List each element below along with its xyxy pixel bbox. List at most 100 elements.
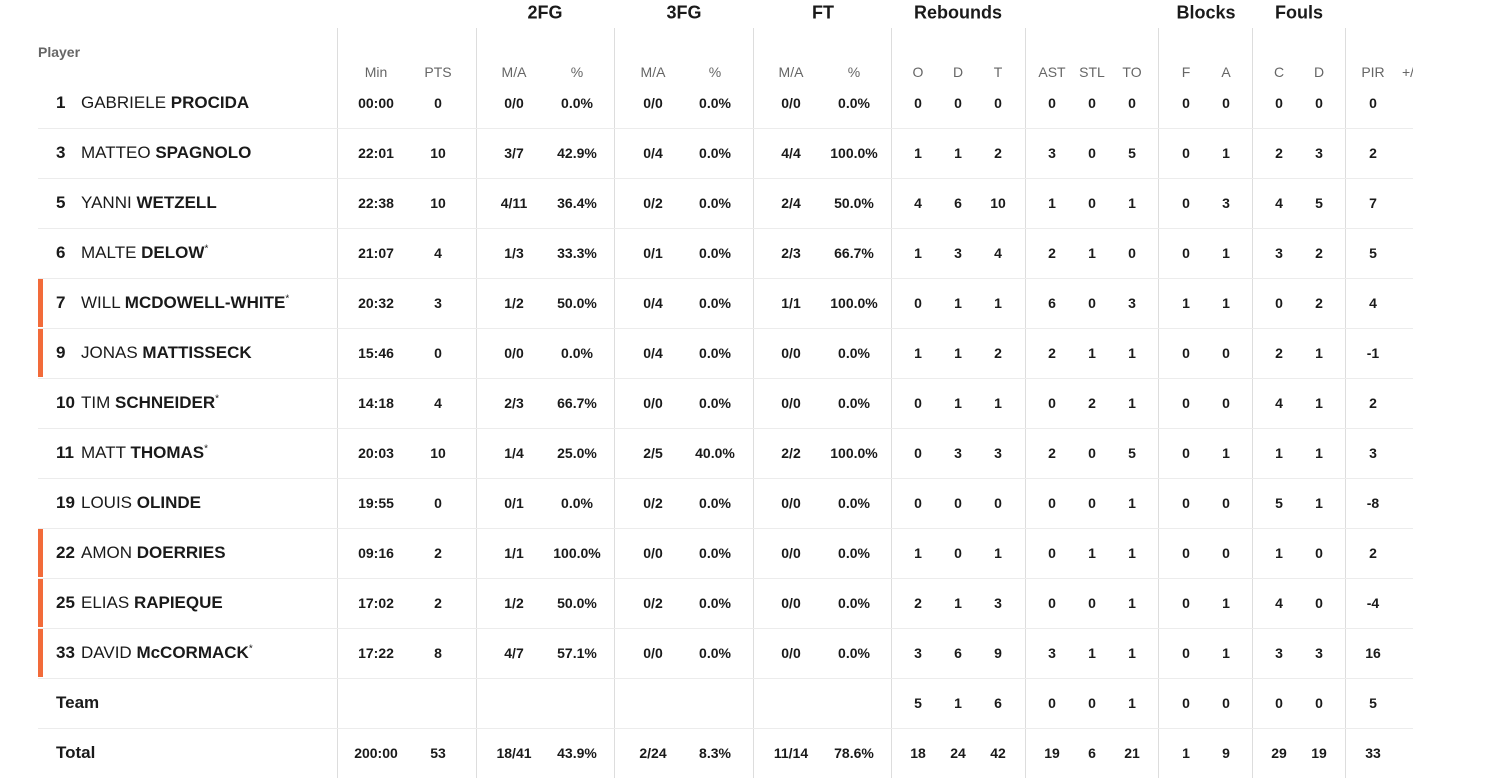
stat-cell: 0 xyxy=(1048,95,1056,111)
stat-cell: 0 xyxy=(1048,495,1056,511)
stat-cell: 0/0 xyxy=(781,345,801,361)
stat-cell: 5 xyxy=(1128,445,1136,461)
stat-cell: 0 xyxy=(1222,345,1230,361)
stat-cell: 2/4 xyxy=(781,195,801,211)
stat-cell: 200:00 xyxy=(354,745,398,761)
starter-mark: * xyxy=(248,643,253,655)
stat-cell: 0.0% xyxy=(699,395,731,411)
stat-cell: 1 xyxy=(1222,245,1230,261)
stat-cell: 15:46 xyxy=(358,345,394,361)
stat-cell: 1 xyxy=(954,295,962,311)
stat-cell: 0 xyxy=(1088,145,1096,161)
player-name: Total xyxy=(56,743,95,763)
first-name: WILL xyxy=(81,293,121,312)
stat-cell: 0 xyxy=(1048,395,1056,411)
player-name: 10 TIM SCHNEIDER* xyxy=(56,393,219,413)
stat-cell: 33.3% xyxy=(557,245,597,261)
column-header: M/A xyxy=(501,64,527,80)
stat-cell: 22:01 xyxy=(358,145,394,161)
stat-cell: 0/0 xyxy=(643,645,663,661)
first-name: MATT xyxy=(81,443,126,462)
first-name: YANNI xyxy=(81,193,132,212)
stat-cell: 43.9% xyxy=(557,745,597,761)
row-marker xyxy=(38,279,43,327)
stat-cell: 0.0% xyxy=(699,195,731,211)
row-divider xyxy=(38,678,1413,679)
stat-cell: 1 xyxy=(1128,695,1136,711)
first-name: TIM xyxy=(81,393,111,412)
starter-mark: * xyxy=(285,293,290,305)
stat-cell: 0 xyxy=(1222,395,1230,411)
row-divider xyxy=(38,628,1413,629)
stat-cell: 1 xyxy=(954,595,962,611)
stat-cell: 3 xyxy=(1315,645,1323,661)
jersey-number: 9 xyxy=(56,343,66,362)
stat-cell: 0.0% xyxy=(699,145,731,161)
stat-cell: 1 xyxy=(914,245,922,261)
stat-cell: 0/0 xyxy=(781,645,801,661)
jersey-number: 11 xyxy=(56,443,74,462)
jersey-number: 1 xyxy=(56,93,66,112)
stat-cell: 33 xyxy=(1365,745,1381,761)
stat-cell: 0 xyxy=(1182,445,1190,461)
last-name: SCHNEIDER xyxy=(115,393,216,412)
group-header: 3FG xyxy=(666,2,702,23)
stat-cell: 0 xyxy=(1315,95,1323,111)
jersey-number: 33 xyxy=(56,643,75,662)
stat-cell: 1 xyxy=(1315,395,1323,411)
stat-cell: 0 xyxy=(914,295,922,311)
stat-cell: 3 xyxy=(1275,645,1283,661)
stat-cell: 1/4 xyxy=(504,445,524,461)
stat-cell: 66.7% xyxy=(834,245,874,261)
stat-cell: 4/7 xyxy=(504,645,524,661)
stat-cell: 40.0% xyxy=(695,445,735,461)
stat-cell: 1 xyxy=(1182,745,1190,761)
starter-mark: * xyxy=(204,443,209,455)
stat-cell: 0/4 xyxy=(643,295,663,311)
stat-cell: 10 xyxy=(430,445,446,461)
box-score: Player 2FG 3FG FT Rebounds Blocks Fouls Min PTS… xyxy=(38,2,1413,778)
column-divider xyxy=(1158,28,1159,778)
stat-cell: 1 xyxy=(1275,545,1283,561)
stat-cell: 20:03 xyxy=(358,445,394,461)
group-header: 2FG xyxy=(527,2,563,23)
first-name: LOUIS xyxy=(81,493,133,512)
last-name: DOERRIES xyxy=(136,543,226,562)
stat-cell: 0.0% xyxy=(699,595,731,611)
stat-cell: 1 xyxy=(1315,445,1323,461)
group-header: FT xyxy=(812,2,834,23)
player-name: 6 MALTE DELOW* xyxy=(56,243,208,263)
stat-cell: 16 xyxy=(1365,645,1381,661)
stat-cell: 10 xyxy=(430,195,446,211)
stat-cell: 1 xyxy=(954,345,962,361)
stat-cell: 0 xyxy=(1275,95,1283,111)
stat-cell: 5 xyxy=(1369,245,1377,261)
row-divider xyxy=(38,578,1413,579)
stat-cell: 0/0 xyxy=(781,95,801,111)
stat-cell: 2 xyxy=(1315,245,1323,261)
stat-cell: 1/3 xyxy=(504,245,524,261)
stat-cell: 0.0% xyxy=(699,245,731,261)
stat-cell: 0.0% xyxy=(699,495,731,511)
jersey-number: 19 xyxy=(56,493,75,512)
starter-mark: * xyxy=(215,393,220,405)
stat-cell: 0 xyxy=(1182,345,1190,361)
jersey-number: 22 xyxy=(56,543,75,562)
stat-cell: 4 xyxy=(1369,295,1377,311)
stat-cell: 4 xyxy=(994,245,1002,261)
stat-cell: 2/3 xyxy=(781,245,801,261)
column-header: T xyxy=(993,64,1003,80)
last-name: DELOW xyxy=(141,243,205,262)
jersey-number: 25 xyxy=(56,593,75,612)
group-header: Rebounds xyxy=(914,2,1002,23)
stat-cell: 2/5 xyxy=(643,445,663,461)
stat-cell: 2 xyxy=(1048,345,1056,361)
group-header: Fouls xyxy=(1275,2,1323,23)
stat-cell: 2 xyxy=(1315,295,1323,311)
stat-cell: 42.9% xyxy=(557,145,597,161)
row-divider xyxy=(38,528,1413,529)
stat-cell: 9 xyxy=(1222,745,1230,761)
stat-cell: 11/14 xyxy=(773,745,809,761)
column-header: STL xyxy=(1079,64,1105,80)
stat-cell: 0.0% xyxy=(838,645,870,661)
